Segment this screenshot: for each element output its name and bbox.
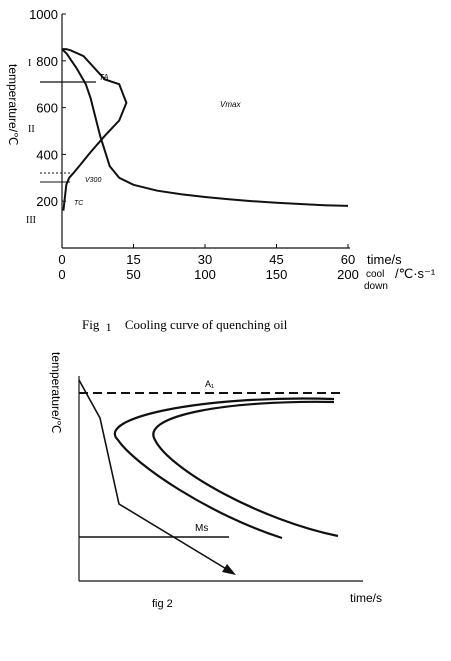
fig1-cooling-rate-line — [62, 48, 128, 211]
fig1-x-axis-label-time: time/s — [367, 252, 402, 267]
fig1-label-tc: TC — [74, 200, 84, 207]
fig1-y-tick-label: 200 — [36, 194, 58, 209]
fig2-end-curve — [152, 400, 339, 538]
fig1-x-axis-label-rate-top: cool — [366, 269, 384, 280]
fig1-x-tick-label-rate: 0 — [58, 267, 65, 282]
fig1-y-tick-label: 800 — [36, 54, 58, 69]
fig1-x-tick-label-rate: 50 — [126, 267, 140, 282]
fig2-caption: fig 2 — [152, 598, 173, 610]
fig2-y-axis-label: temperature/℃ — [49, 352, 63, 434]
fig1-y-tick-label: 400 — [36, 147, 58, 162]
fig2-start-curve — [113, 397, 335, 540]
fig1-y-ticks: 200 400 600 800 1000 — [29, 7, 66, 209]
fig2-cooling-path — [78, 379, 229, 571]
fig1-caption-number: 1 — [106, 320, 112, 334]
fig1-stage-label-2: II — [28, 124, 35, 135]
fig2-ms-label: Ms — [195, 523, 208, 534]
fig1-stage-label-1: I — [28, 58, 31, 69]
fig1-x-tick-label-time: 0 — [58, 252, 65, 267]
fig1-caption: Fig 1 Cooling curve of quenching oil — [82, 317, 288, 334]
fig1-y-tick-label: 1000 — [29, 7, 58, 22]
fig1-y-axis-label: temperature/℃ — [6, 64, 20, 146]
fig1-x-axis-label-rate-bottom: down — [364, 281, 388, 292]
fig2-a1-label: A₁ — [205, 379, 214, 389]
fig2-x-axis-label: time/s — [350, 591, 382, 605]
fig2-cooling-arrowhead — [222, 564, 236, 575]
fig1-x-tick-label-time: 45 — [269, 252, 283, 267]
fig1-label-v300: V300 — [85, 177, 101, 184]
fig1-x-axis-label-rate-unit: /℃·s⁻¹ — [395, 266, 436, 281]
fig1-x-tick-label-rate: 100 — [194, 267, 216, 282]
fig1-stage-label-3: III — [26, 215, 36, 226]
figure-2-ttt-diagram: A₁ Ms temperature/℃ time/s fig 2 — [49, 352, 382, 610]
fig1-x-tick-label-rate: 150 — [266, 267, 288, 282]
fig1-label-ta: TA — [99, 73, 109, 82]
fig1-x-ticks: 0 15 30 45 60 0 50 100 150 200 — [58, 244, 359, 282]
fig1-label-vmax: Vmax — [220, 100, 241, 109]
fig1-cooling-curve-line — [61, 48, 349, 207]
fig1-caption-prefix: Fig — [82, 317, 100, 332]
fig1-y-tick-label: 600 — [36, 101, 58, 116]
fig1-x-tick-label-time: 30 — [198, 252, 212, 267]
fig1-x-tick-label-time: 15 — [126, 252, 140, 267]
fig1-x-tick-label-time: 60 — [341, 252, 355, 267]
fig1-x-tick-label-rate: 200 — [337, 267, 359, 282]
fig1-caption-text: Cooling curve of quenching oil — [125, 317, 288, 332]
